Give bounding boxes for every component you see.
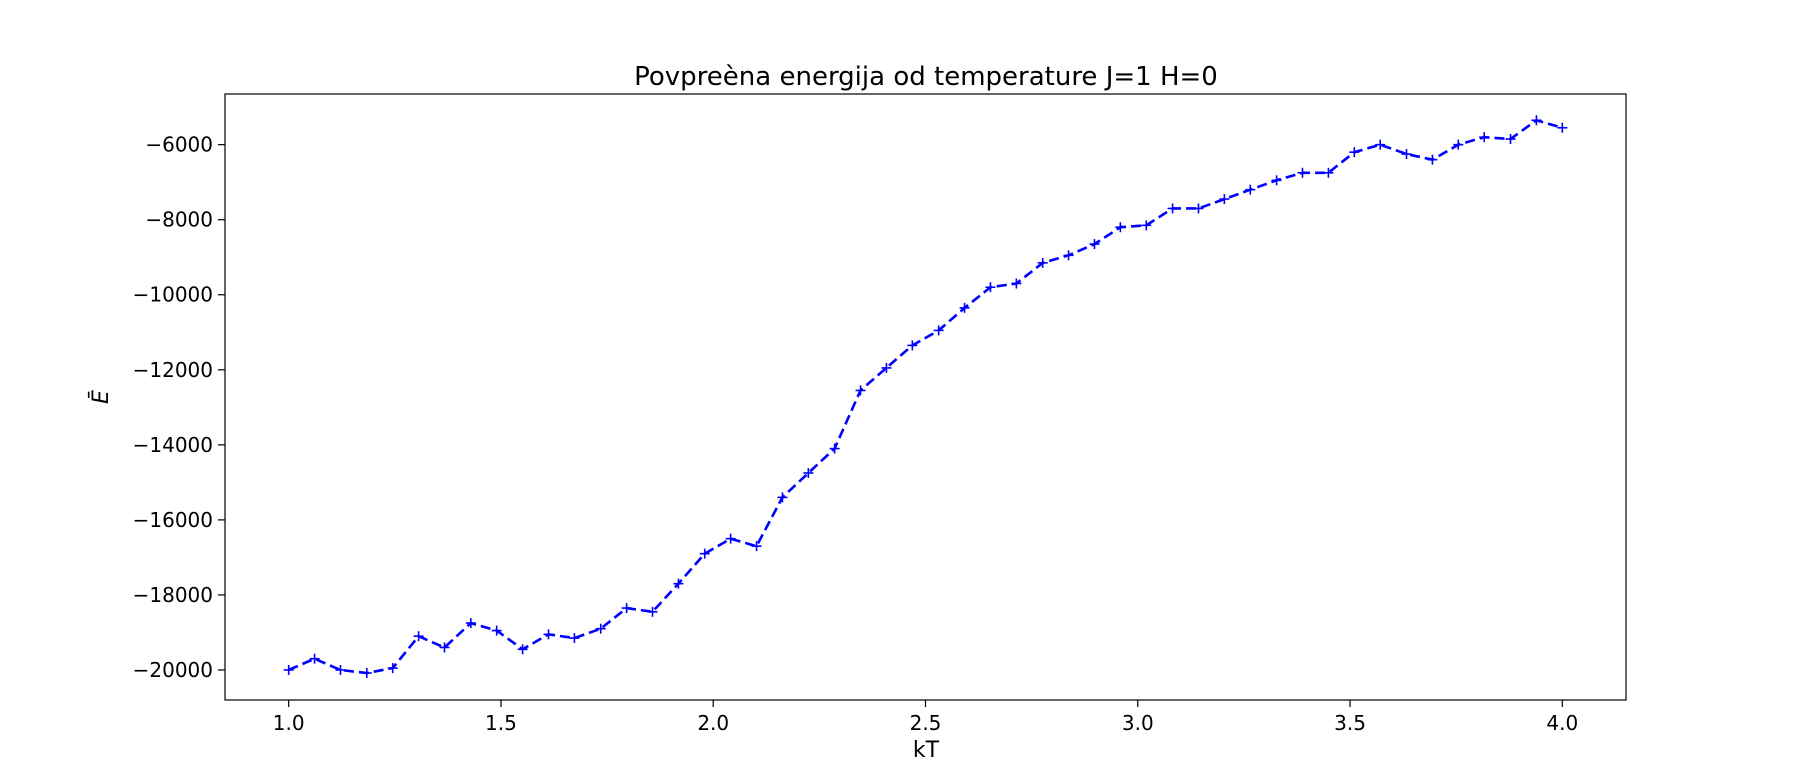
data-point	[1193, 203, 1204, 214]
data-point	[985, 282, 996, 293]
data-point	[699, 548, 710, 559]
data-point	[1063, 250, 1074, 261]
data-point	[829, 443, 840, 454]
data-point	[1271, 175, 1282, 186]
x-tick-label: 4.0	[1546, 711, 1578, 735]
y-axis: −20000 −18000 −16000 −14000 −12000 −10000 −800…	[133, 133, 225, 682]
data-point	[1557, 122, 1568, 133]
data-point	[1375, 139, 1386, 150]
data-point	[1453, 139, 1464, 150]
data-point	[959, 302, 970, 313]
data-point	[283, 664, 294, 675]
data-point	[621, 603, 632, 614]
data-point	[1349, 147, 1360, 158]
y-tick-label: −20000	[133, 658, 213, 682]
data-point	[1141, 220, 1152, 231]
x-axis: 1.0 1.5 2.0 2.5 3.0 3.5 4.0	[273, 700, 1578, 735]
data-point	[1167, 203, 1178, 214]
data-point	[361, 667, 372, 678]
data-point	[1089, 239, 1100, 250]
data-point	[569, 633, 580, 644]
y-axis-label: Ē	[89, 390, 114, 404]
y-tick-label: −12000	[133, 358, 213, 382]
x-tick-label: 2.5	[910, 711, 942, 735]
y-tick-label: −18000	[133, 583, 213, 607]
data-point	[595, 623, 606, 634]
y-tick-label: −6000	[145, 133, 213, 157]
data-point	[491, 625, 502, 636]
x-tick-label: 1.0	[273, 711, 305, 735]
data-point	[1037, 257, 1048, 268]
x-tick-label: 3.0	[1122, 711, 1154, 735]
data-point	[1427, 154, 1438, 165]
data-point	[1219, 194, 1230, 205]
data-point	[543, 629, 554, 640]
x-tick-label: 3.5	[1334, 711, 1366, 735]
chart-title: Povpreèna energija od temperature J=1 H=…	[634, 62, 1218, 92]
data-point	[855, 385, 866, 396]
y-tick-label: −14000	[133, 433, 213, 457]
data-point	[1505, 134, 1516, 145]
data-point	[725, 533, 736, 544]
y-tick-label: −10000	[133, 283, 213, 307]
data-point	[1401, 149, 1412, 160]
series-line	[288, 118, 1563, 675]
data-point	[439, 642, 450, 653]
data-point	[517, 644, 528, 655]
data-point	[647, 606, 658, 617]
data-point	[335, 664, 346, 675]
data-point	[1323, 167, 1334, 178]
data-point	[309, 653, 320, 664]
data-point	[1245, 184, 1256, 195]
data-point	[465, 618, 476, 629]
data-point	[1531, 115, 1542, 126]
y-tick-label: −8000	[145, 208, 213, 232]
x-tick-label: 1.5	[485, 711, 517, 735]
data-point	[907, 340, 918, 351]
data-point	[1479, 132, 1490, 143]
x-axis-label: kT	[913, 738, 940, 763]
data-point	[777, 492, 788, 503]
data-point	[881, 362, 892, 373]
data-point	[1297, 167, 1308, 178]
data-point	[803, 467, 814, 478]
data-point	[751, 541, 762, 552]
data-point	[1011, 278, 1022, 289]
data-point	[387, 663, 398, 674]
data-point	[673, 578, 684, 589]
data-point	[1115, 222, 1126, 233]
x-tick-label: 2.0	[697, 711, 729, 735]
series-group	[283, 115, 1568, 678]
y-tick-label: −16000	[133, 508, 213, 532]
data-point	[413, 631, 424, 642]
data-point	[933, 325, 944, 336]
